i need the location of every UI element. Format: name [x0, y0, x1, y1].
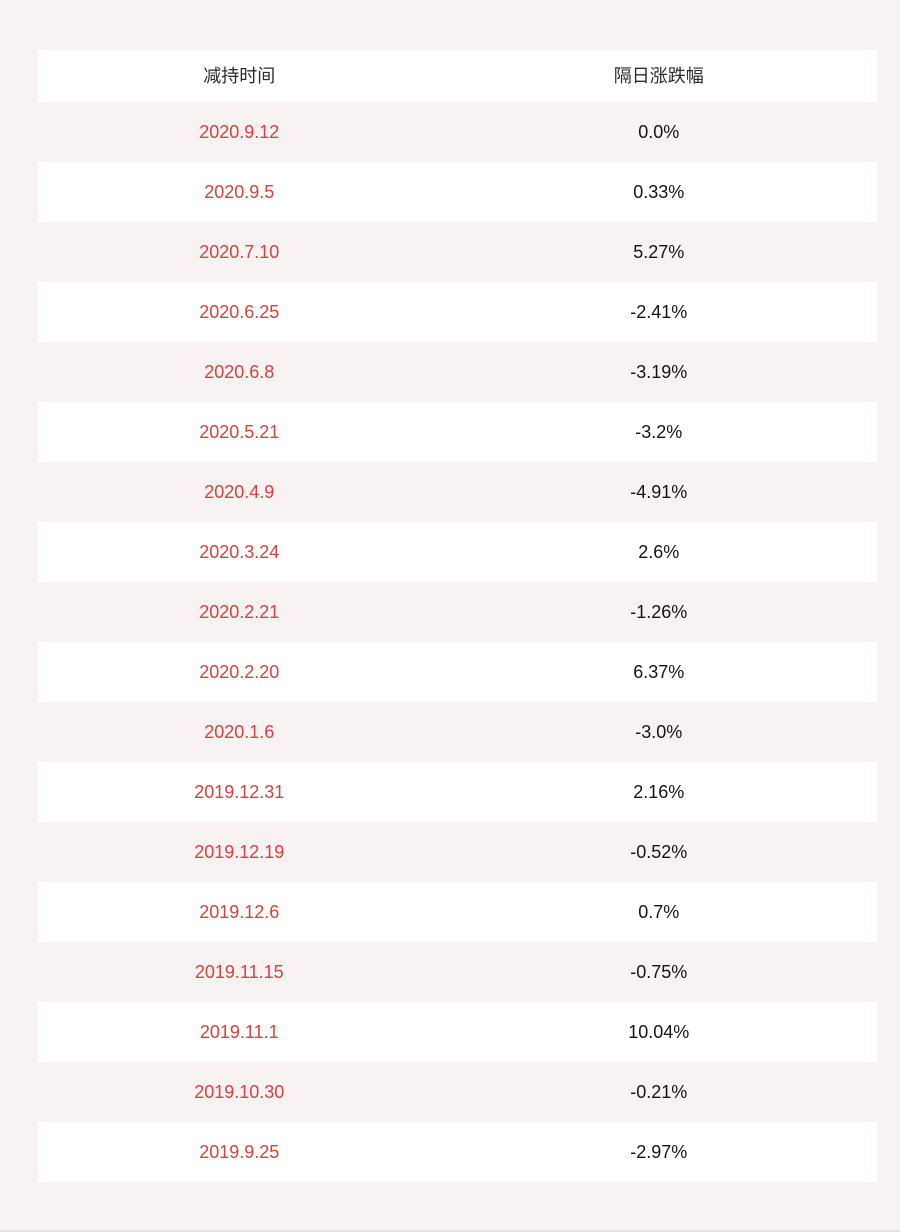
table-row: 2019.9.25 -2.97%	[38, 1122, 877, 1182]
reduction-date-cell: 2020.9.12	[199, 122, 280, 142]
table-row: 2020.3.24 2.6%	[38, 522, 877, 582]
table-row: 2020.9.12 0.0%	[38, 102, 877, 162]
change-percent-cell: 5.27%	[633, 242, 685, 262]
reduction-date-cell: 2020.5.21	[199, 422, 280, 442]
reduction-date-cell: 2020.2.20	[199, 662, 280, 682]
table-row: 2020.5.21 -3.2%	[38, 402, 877, 462]
table-row: 2020.6.25 -2.41%	[38, 282, 877, 342]
table-row: 2020.6.8 -3.19%	[38, 342, 877, 402]
table-row: 2019.12.31 2.16%	[38, 762, 877, 822]
table-body: 2020.9.12 0.0% 2020.9.5 0.33% 2020.7.10 …	[38, 102, 877, 1182]
table-row: 2019.10.30 -0.21%	[38, 1062, 877, 1122]
change-percent-cell: 0.33%	[633, 182, 685, 202]
reduction-date-cell: 2019.11.15	[194, 962, 284, 982]
table-row: 2019.12.6 0.7%	[38, 882, 877, 942]
change-percent-cell: -3.2%	[635, 422, 683, 442]
header-cell-reduction-time: 减持时间	[203, 66, 276, 86]
table-row: 2020.2.21 -1.26%	[38, 582, 877, 642]
reduction-date-cell: 2020.1.6	[204, 722, 275, 742]
change-percent-cell: -2.97%	[630, 1142, 688, 1162]
change-percent-cell: 2.16%	[633, 782, 685, 802]
reduction-date-cell: 2020.9.5	[204, 182, 275, 202]
table-row: 2020.4.9 -4.91%	[38, 462, 877, 522]
change-percent-cell: -2.41%	[630, 302, 688, 322]
table-row: 2019.12.19 -0.52%	[38, 822, 877, 882]
table-row: 2019.11.1 10.04%	[38, 1002, 877, 1062]
table-row: 2019.11.15 -0.75%	[38, 942, 877, 1002]
reduction-date-cell: 2019.9.25	[199, 1142, 280, 1162]
change-percent-cell: 6.37%	[633, 662, 685, 682]
table-row: 2020.9.5 0.33%	[38, 162, 877, 222]
reduction-date-cell: 2020.7.10	[199, 242, 280, 262]
table-row: 2020.1.6 -3.0%	[38, 702, 877, 762]
reduction-date-cell: 2019.12.19	[194, 842, 285, 862]
reduction-date-cell: 2020.6.25	[199, 302, 280, 322]
change-percent-cell: -3.0%	[635, 722, 683, 742]
reduction-date-cell: 2020.3.24	[199, 542, 280, 562]
change-percent-cell: 0.7%	[638, 902, 680, 922]
change-percent-cell: -3.19%	[630, 362, 688, 382]
change-percent-cell: 2.6%	[638, 542, 680, 562]
reduction-date-cell: 2019.12.6	[199, 902, 280, 922]
bottom-edge-line	[0, 1230, 900, 1232]
change-percent-cell: -0.75%	[630, 962, 688, 982]
change-percent-cell: -4.91%	[630, 482, 688, 502]
reduction-date-cell: 2019.11.1	[199, 1022, 279, 1042]
table-header-row: 减持时间 隔日涨跌幅	[38, 50, 877, 102]
header-cell-next-day-change: 隔日涨跌幅	[613, 66, 704, 86]
change-percent-cell: -0.52%	[630, 842, 688, 862]
change-percent-cell: -0.21%	[630, 1082, 688, 1102]
reduction-date-cell: 2020.4.9	[204, 482, 275, 502]
change-percent-cell: -1.26%	[630, 602, 688, 622]
reduction-history-table: 减持时间 隔日涨跌幅 2020.9.12 0.0% 2020.9.5 0.33%…	[38, 50, 877, 1182]
change-percent-cell: 10.04%	[628, 1022, 690, 1042]
table-row: 2020.2.20 6.37%	[38, 642, 877, 702]
reduction-date-cell: 2019.10.30	[194, 1082, 285, 1102]
table-row: 2020.7.10 5.27%	[38, 222, 877, 282]
reduction-date-cell: 2019.12.31	[194, 782, 285, 802]
reduction-date-cell: 2020.6.8	[204, 362, 275, 382]
change-percent-cell: 0.0%	[638, 122, 680, 142]
reduction-date-cell: 2020.2.21	[199, 602, 280, 622]
